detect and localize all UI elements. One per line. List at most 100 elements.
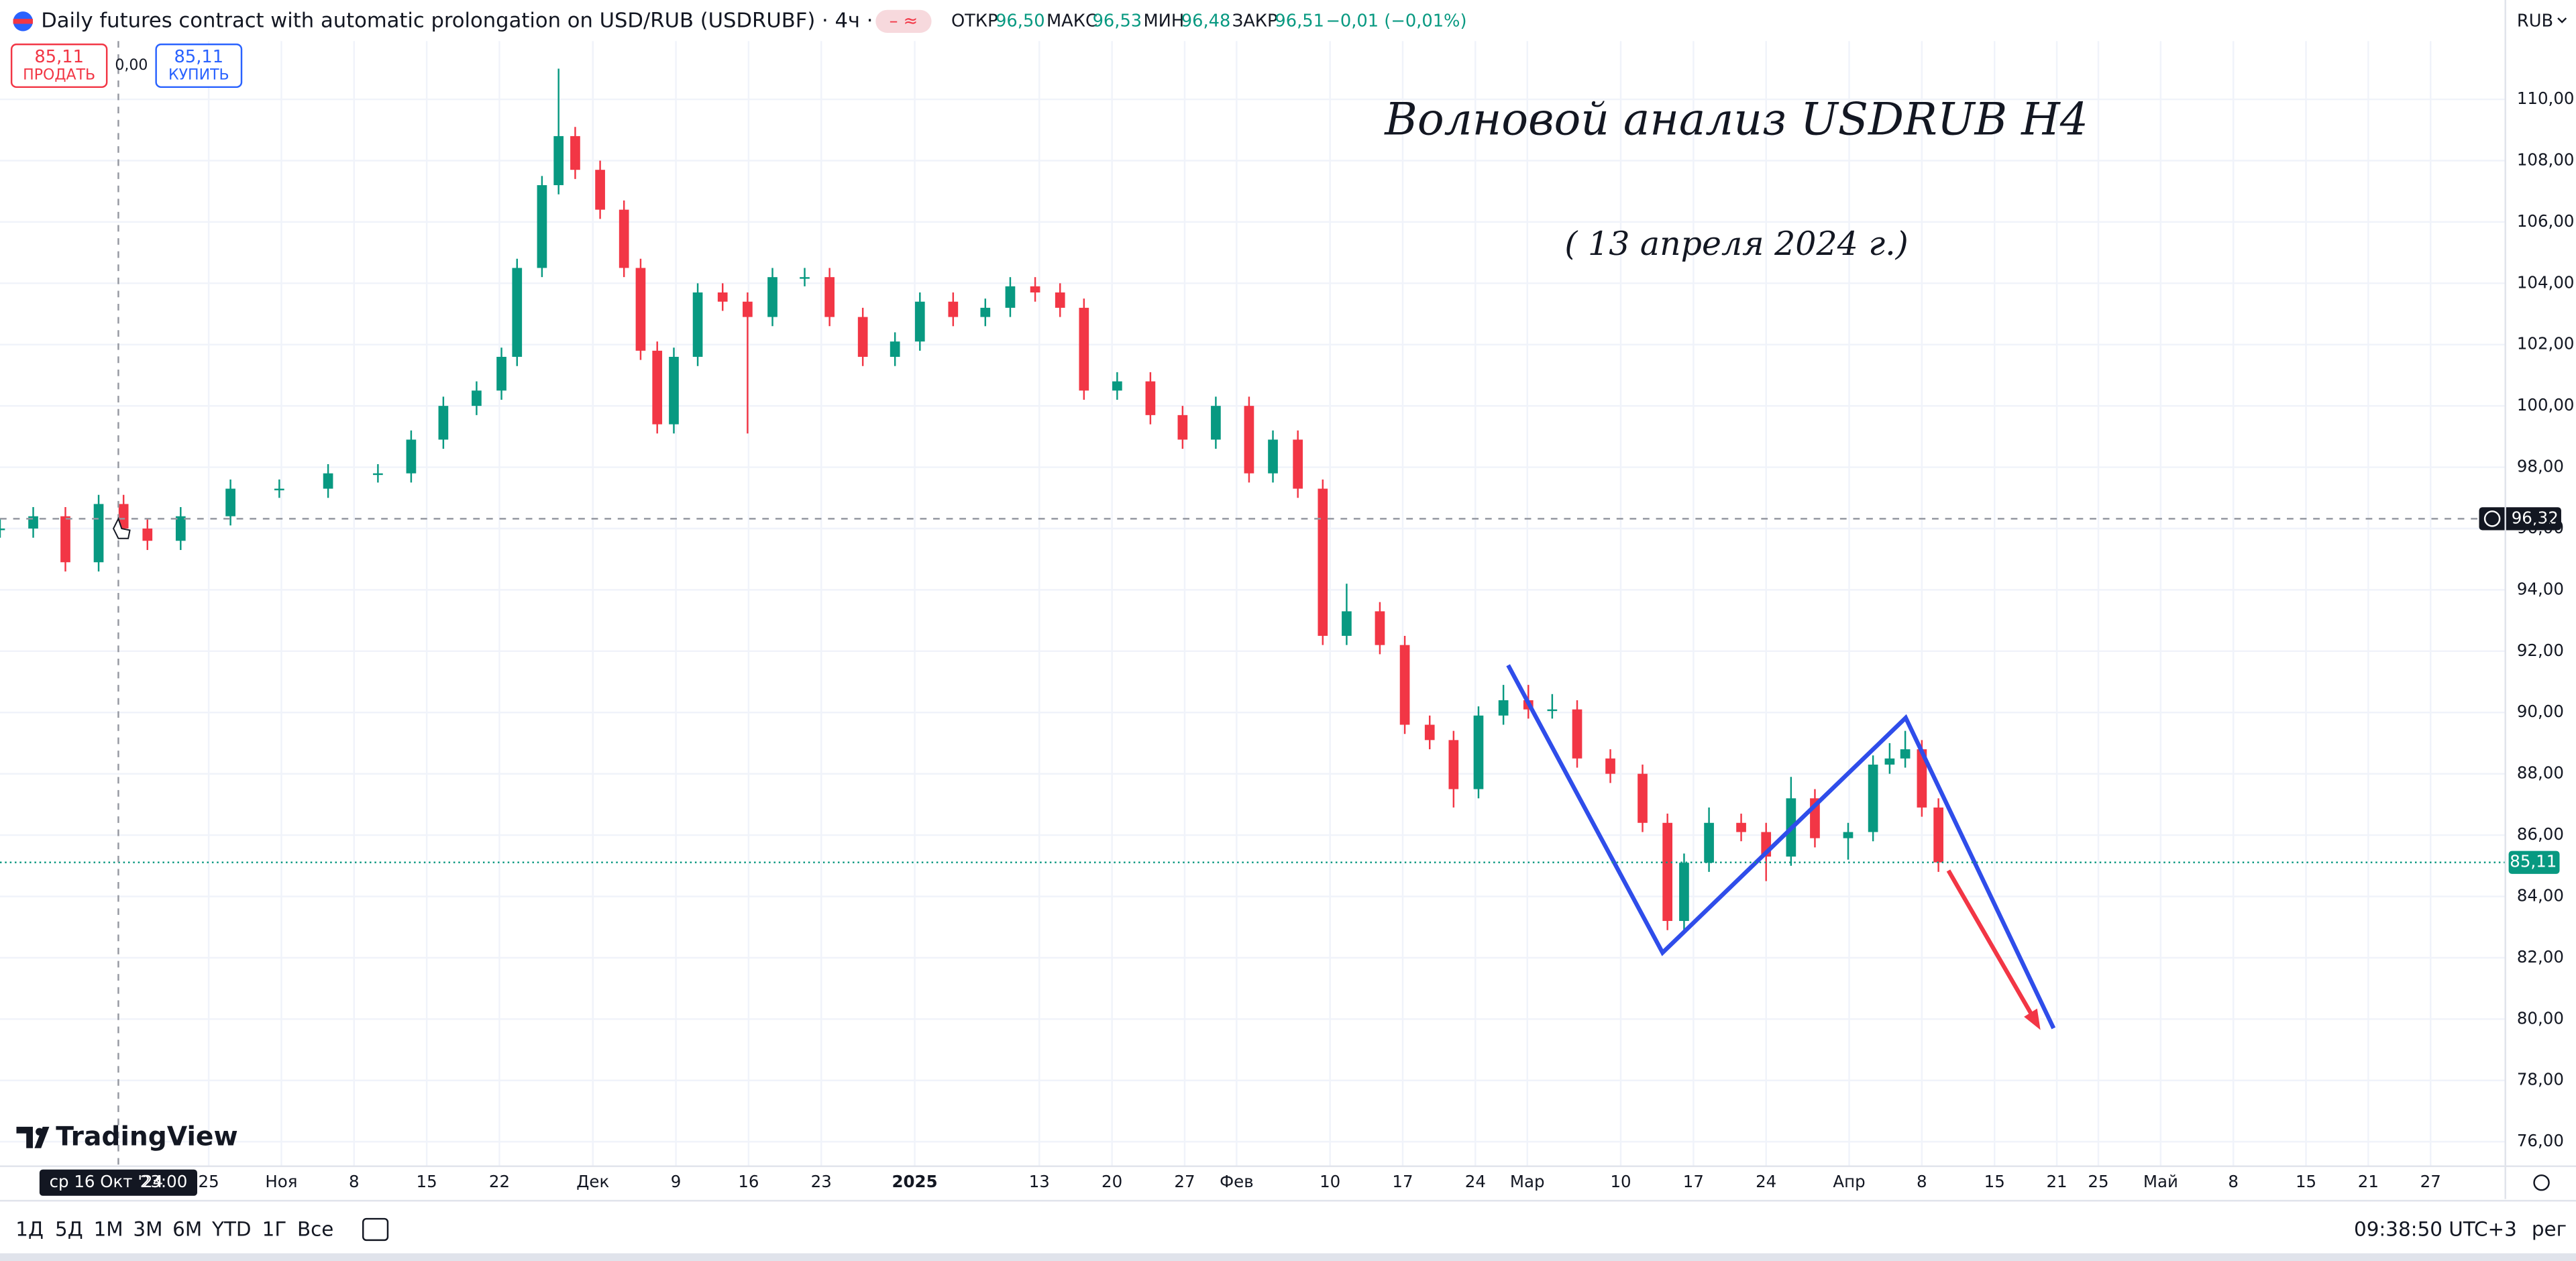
spread: 0,00 [115, 57, 148, 74]
candle-body [800, 277, 810, 279]
buy-label: КУПИТЬ [168, 67, 229, 84]
candle-body [1079, 307, 1089, 391]
clock: 09:38:50 UTC+3 [2354, 1218, 2517, 1241]
candle-body [1268, 439, 1278, 474]
y-tick-label: 92,00 [2517, 641, 2564, 660]
wave-annotation[interactable] [1506, 664, 2056, 1030]
y-tick-label: 76,00 [2517, 1131, 2564, 1150]
candle-body [225, 488, 235, 516]
candle-body [1843, 832, 1854, 838]
session[interactable]: рег [2532, 1218, 2567, 1241]
range-button[interactable]: 1Г [262, 1218, 287, 1241]
x-tick-label: 27 [2420, 1172, 2441, 1191]
range-button[interactable]: YTD [211, 1218, 252, 1241]
x-tick-label: 20 [1102, 1172, 1122, 1191]
y-tick-label: 110,00 [2517, 89, 2575, 108]
candle-body [438, 406, 449, 440]
x-tick-label: 22 [489, 1172, 510, 1191]
candle-body [1375, 611, 1385, 645]
candle-body [1547, 709, 1558, 712]
range-button[interactable]: 5Д [55, 1218, 83, 1241]
status-pill[interactable] [875, 9, 932, 33]
candle-body [1177, 415, 1188, 440]
sell-button[interactable] [10, 43, 108, 89]
candle-body [1342, 611, 1352, 636]
candle-body [1605, 758, 1615, 774]
candle-body [570, 135, 580, 170]
x-tick-label: 24 [1465, 1172, 1486, 1191]
forecast-arrow[interactable] [1946, 869, 2036, 1020]
low-label: МИН [1143, 11, 1184, 31]
x-tick-label: 23 [811, 1172, 832, 1191]
range-button[interactable]: 1М [94, 1218, 123, 1241]
candle-body [1868, 764, 1878, 832]
x-tick-label: Дек [576, 1172, 609, 1191]
x-tick-label: 15 [417, 1172, 437, 1191]
crosshair-x-box [39, 1169, 197, 1196]
range-buttons: 1Д 5Д 1М 3М 6М YTD 1Г Все [15, 1218, 333, 1241]
forecast-arrow-head [2024, 1008, 2041, 1030]
date-range-icon[interactable] [362, 1217, 389, 1242]
x-tick-label: Мар [1510, 1172, 1545, 1191]
currency-selector[interactable]: RUB [2517, 11, 2553, 31]
candle-body [1679, 863, 1689, 922]
x-tick-label: 8 [349, 1172, 360, 1191]
range-button[interactable]: Все [297, 1218, 333, 1241]
change-value: −0,01 (−0,01%) [1326, 11, 1466, 31]
y-tick-label: 90,00 [2517, 702, 2564, 721]
x-tick-label: 2025 [892, 1172, 938, 1191]
logo[interactable]: TradingView [56, 1122, 237, 1152]
x-tick-label: 15 [2296, 1172, 2316, 1191]
high-value: 96,53 [1093, 11, 1142, 31]
range-button[interactable]: 6М [172, 1218, 202, 1241]
cursor-hand [112, 516, 131, 539]
candle-body [93, 504, 104, 563]
candle-body [717, 292, 728, 302]
y-tick-label: 78,00 [2517, 1070, 2564, 1089]
wave-title[interactable]: Волновой анализ USDRUB H4 [1384, 94, 2088, 146]
candle-body [619, 209, 629, 268]
candle-body [175, 516, 186, 541]
candle-body [1318, 488, 1328, 636]
candle-body [1498, 700, 1509, 716]
close-label: ЗАКР [1232, 11, 1278, 31]
candle-body [980, 307, 991, 317]
wave-subtitle[interactable]: ( 13 апреля 2024 г.) [1564, 225, 1908, 263]
candle-body [1704, 822, 1714, 863]
candle-body [472, 390, 482, 406]
range-button[interactable]: 3М [133, 1218, 162, 1241]
y-tick-label: 106,00 [2517, 211, 2575, 231]
y-tick-label: 84,00 [2517, 885, 2564, 905]
range-button[interactable]: 1Д [15, 1218, 44, 1241]
x-tick-label: Май [2143, 1172, 2178, 1191]
x-tick-label: 17 [1683, 1172, 1704, 1191]
x-tick-label: 25 [2088, 1172, 2108, 1191]
x-tick-label: Фев [1220, 1172, 1254, 1191]
price-label-box [2508, 851, 2560, 874]
x-tick-label: 13 [1029, 1172, 1050, 1191]
candle-body [60, 516, 70, 563]
candle-body [1293, 439, 1303, 489]
candle-body [1112, 381, 1122, 391]
x-tick-label: 10 [1320, 1172, 1340, 1191]
sell-price: 85,11 [34, 47, 84, 67]
x-tick-label: 17 [1392, 1172, 1413, 1191]
candle-body [553, 135, 564, 186]
candle-body [512, 268, 523, 358]
crosshair-y-label: 96,32 [2512, 508, 2559, 527]
candle-body [496, 357, 506, 391]
candle-body [1211, 406, 1221, 440]
candle-body [824, 277, 835, 317]
settings-icon[interactable] [2533, 1174, 2550, 1191]
y-tick-label: 108,00 [2517, 150, 2575, 169]
buy-button[interactable] [155, 43, 243, 89]
candle-body [118, 504, 129, 529]
y-tick-label: 94,00 [2517, 579, 2564, 598]
add-alert-icon[interactable] [2483, 510, 2501, 527]
symbol-title[interactable]: Daily futures contract with automatic pr… [41, 9, 922, 32]
candle-body [1572, 709, 1582, 759]
candle-body [692, 292, 703, 358]
